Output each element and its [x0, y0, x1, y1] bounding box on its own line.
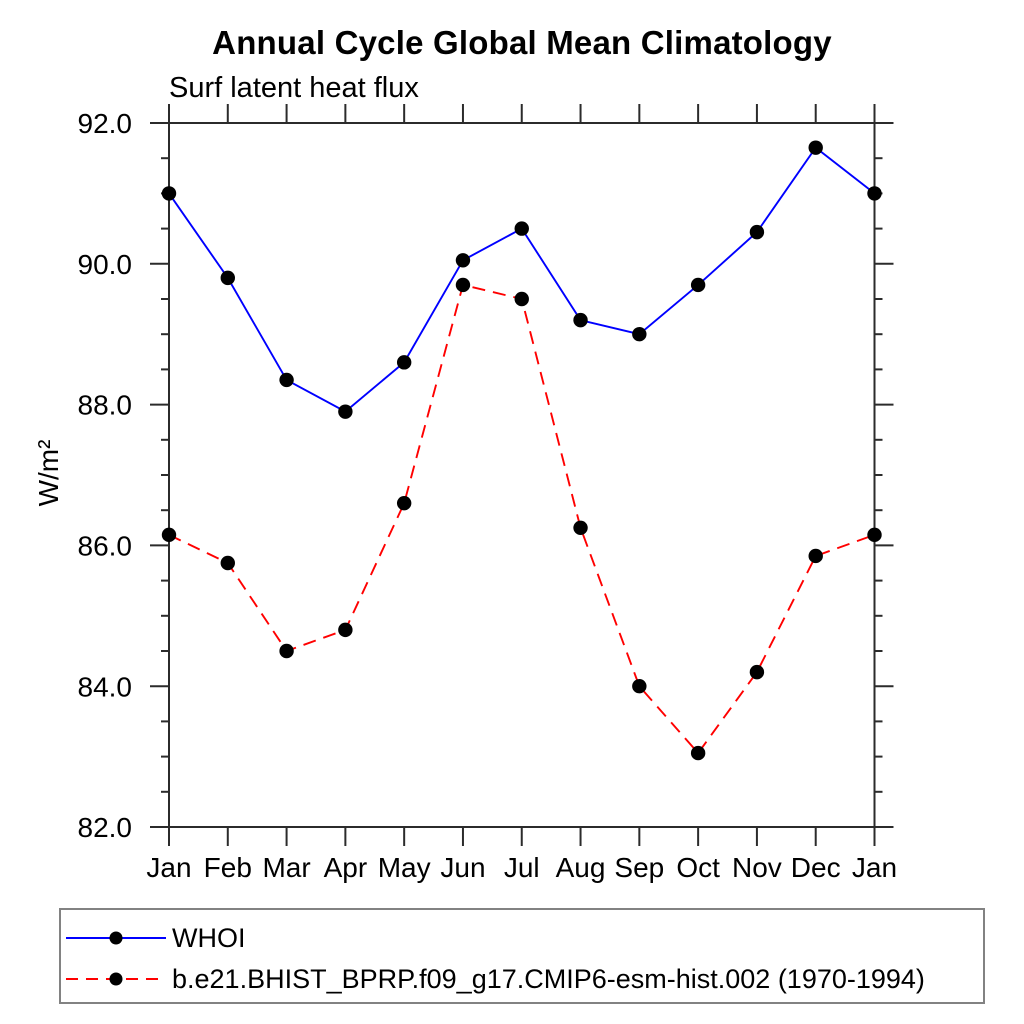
y-tick-label: 82.0 [78, 812, 133, 843]
x-tick-label: Aug [556, 852, 606, 883]
data-point-marker [338, 622, 353, 638]
data-point-marker [690, 745, 706, 761]
legend-entry-model: b.e21.BHIST_BPRP.f09_g17.CMIP6-esm-hist.… [65, 964, 925, 994]
data-point-marker [396, 355, 412, 370]
x-tick-label: Apr [324, 852, 368, 883]
data-point-marker [161, 527, 177, 543]
data-point-marker [573, 312, 588, 328]
chart-subtitle: Surf latent heat flux [169, 72, 419, 104]
data-point-marker [690, 277, 706, 293]
y-axis-ticks [150, 122, 894, 828]
chart-title: Annual Cycle Global Mean Climatology [212, 24, 832, 61]
x-tick-label: Feb [204, 852, 252, 883]
data-point-marker [749, 224, 765, 240]
data-point-marker [514, 221, 529, 236]
x-axis-ticks [168, 104, 876, 846]
data-point-marker [867, 527, 882, 543]
series-line [168, 283, 875, 755]
data-point-marker [867, 186, 882, 201]
y-tick-labels: 82.0 84.0 86.0 88.0 90.0 92.0 [78, 108, 133, 843]
data-point-marker [808, 548, 823, 564]
data-point-marker [279, 372, 294, 388]
x-tick-label: Jun [440, 852, 485, 883]
data-point-marker [749, 664, 765, 680]
y-tick-label: 92.0 [78, 108, 133, 139]
data-point-marker [632, 679, 647, 694]
data-point-marker [632, 327, 647, 342]
y-tick-label: 88.0 [78, 390, 133, 421]
legend-label-model: b.e21.BHIST_BPRP.f09_g17.CMIP6-esm-hist.… [172, 963, 925, 994]
data-point-marker [220, 555, 235, 571]
legend-marker-dot [109, 931, 123, 945]
legend-sample-line-solid [66, 931, 166, 945]
data-point-marker [514, 291, 529, 307]
y-axis-label: W/m² [33, 440, 64, 507]
data-point-marker [455, 253, 471, 268]
x-tick-label: Nov [732, 852, 782, 883]
series-whoi [161, 140, 882, 419]
x-tick-label: Dec [791, 852, 841, 883]
legend-marker-dot [109, 972, 123, 986]
data-point-marker [396, 495, 412, 511]
series-line [168, 146, 876, 413]
data-point-marker [455, 277, 471, 293]
data-point-marker [161, 186, 177, 201]
x-tick-label: Jul [504, 852, 540, 883]
data-point-marker [220, 270, 235, 286]
x-tick-label: Mar [262, 852, 310, 883]
x-tick-label: Jan [852, 852, 897, 883]
legend-sample-line-dashed [66, 972, 166, 986]
x-tick-label: Sep [614, 852, 664, 883]
y-tick-label: 90.0 [78, 249, 133, 280]
data-point-marker [808, 140, 823, 155]
data-point-marker [573, 520, 588, 535]
x-tick-labels: Jan Feb Mar Apr May Jun Jul Aug Sep Oct Nov Dec Jan [146, 852, 897, 883]
data-series [161, 140, 882, 761]
legend: WHOI b.e21.BHIST_BPRP.f09_g17.CMIP6-esm-… [59, 908, 985, 1004]
data-point-marker [279, 643, 294, 659]
x-tick-label: Jan [146, 852, 191, 883]
legend-label-whoi: WHOI [172, 922, 246, 953]
y-tick-label: 86.0 [78, 530, 133, 561]
x-tick-label: May [378, 852, 431, 883]
legend-entry-whoi: WHOI [65, 923, 246, 953]
x-tick-label: Oct [676, 852, 720, 883]
y-tick-label: 84.0 [78, 671, 133, 702]
data-point-marker [338, 404, 353, 419]
series-model [161, 277, 882, 761]
